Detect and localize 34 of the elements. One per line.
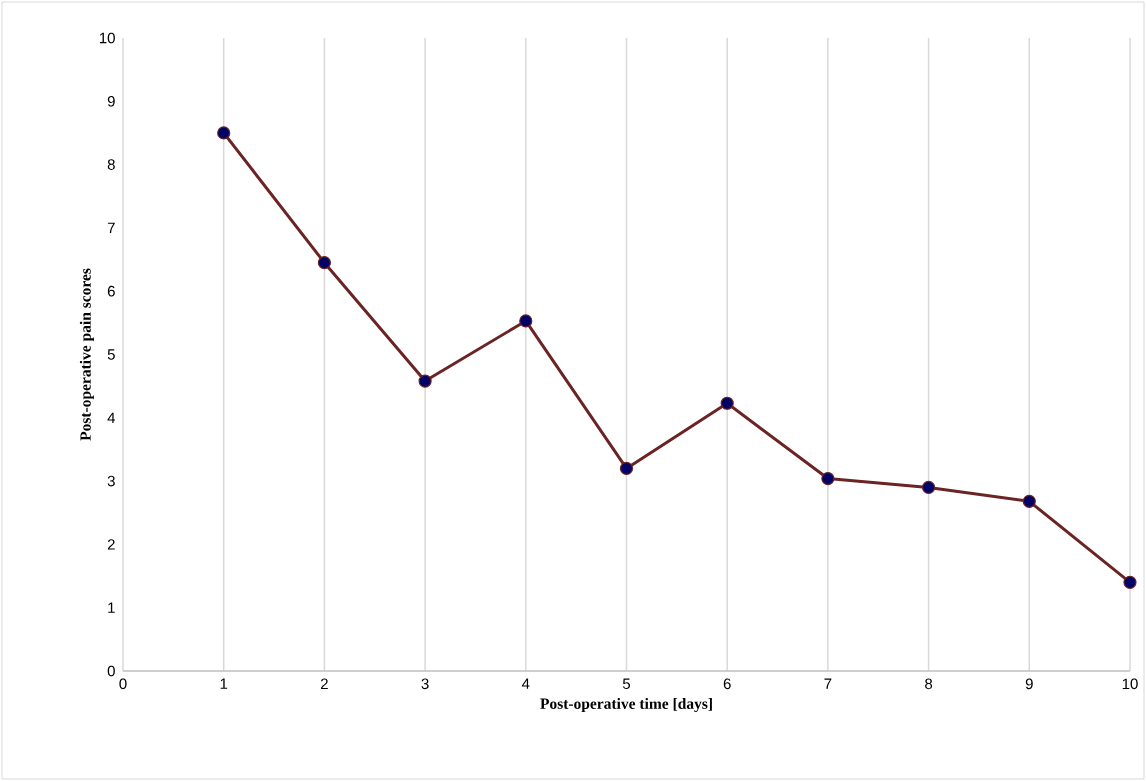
y-tick-label: 1 — [108, 602, 115, 613]
y-tick-label: 5 — [107, 349, 115, 360]
x-tick-label: 2 — [320, 678, 328, 689]
x-tick-label: 7 — [824, 678, 832, 689]
y-tick-label: 9 — [107, 95, 115, 107]
y-tick-label: 10 — [99, 32, 115, 44]
point — [922, 480, 936, 495]
point — [317, 256, 332, 270]
x-tick-label: 3 — [421, 678, 429, 690]
point — [821, 471, 835, 486]
point — [519, 314, 533, 328]
x-tick-label: 5 — [622, 678, 631, 689]
y-tick-label: 6 — [107, 285, 115, 297]
y-tick-label: 8 — [107, 159, 115, 170]
point — [1022, 494, 1036, 508]
point — [720, 396, 734, 410]
x-tick-label: 6 — [723, 678, 731, 690]
point — [1123, 575, 1137, 589]
x-tick-label: 4 — [521, 678, 530, 689]
x-tick-label: 1 — [220, 678, 228, 689]
x-tick-label: 0 — [119, 678, 127, 690]
x-tick-label: 8 — [925, 678, 933, 690]
x-tick-label: 10 — [1122, 678, 1138, 690]
x-axis-title: Post-operative time [days] — [540, 698, 712, 713]
y-tick-label: 4 — [107, 412, 116, 423]
point — [619, 461, 634, 476]
y-axis-title: Post-operative pain scores — [79, 268, 94, 441]
y-tick-label: 3 — [107, 475, 115, 487]
y-tick-label: 2 — [107, 539, 115, 550]
point — [418, 374, 432, 388]
y-tick-label: 0 — [107, 665, 115, 677]
point — [217, 126, 231, 140]
y-tick-label: 7 — [107, 222, 115, 234]
x-tick-label: 9 — [1025, 678, 1033, 690]
